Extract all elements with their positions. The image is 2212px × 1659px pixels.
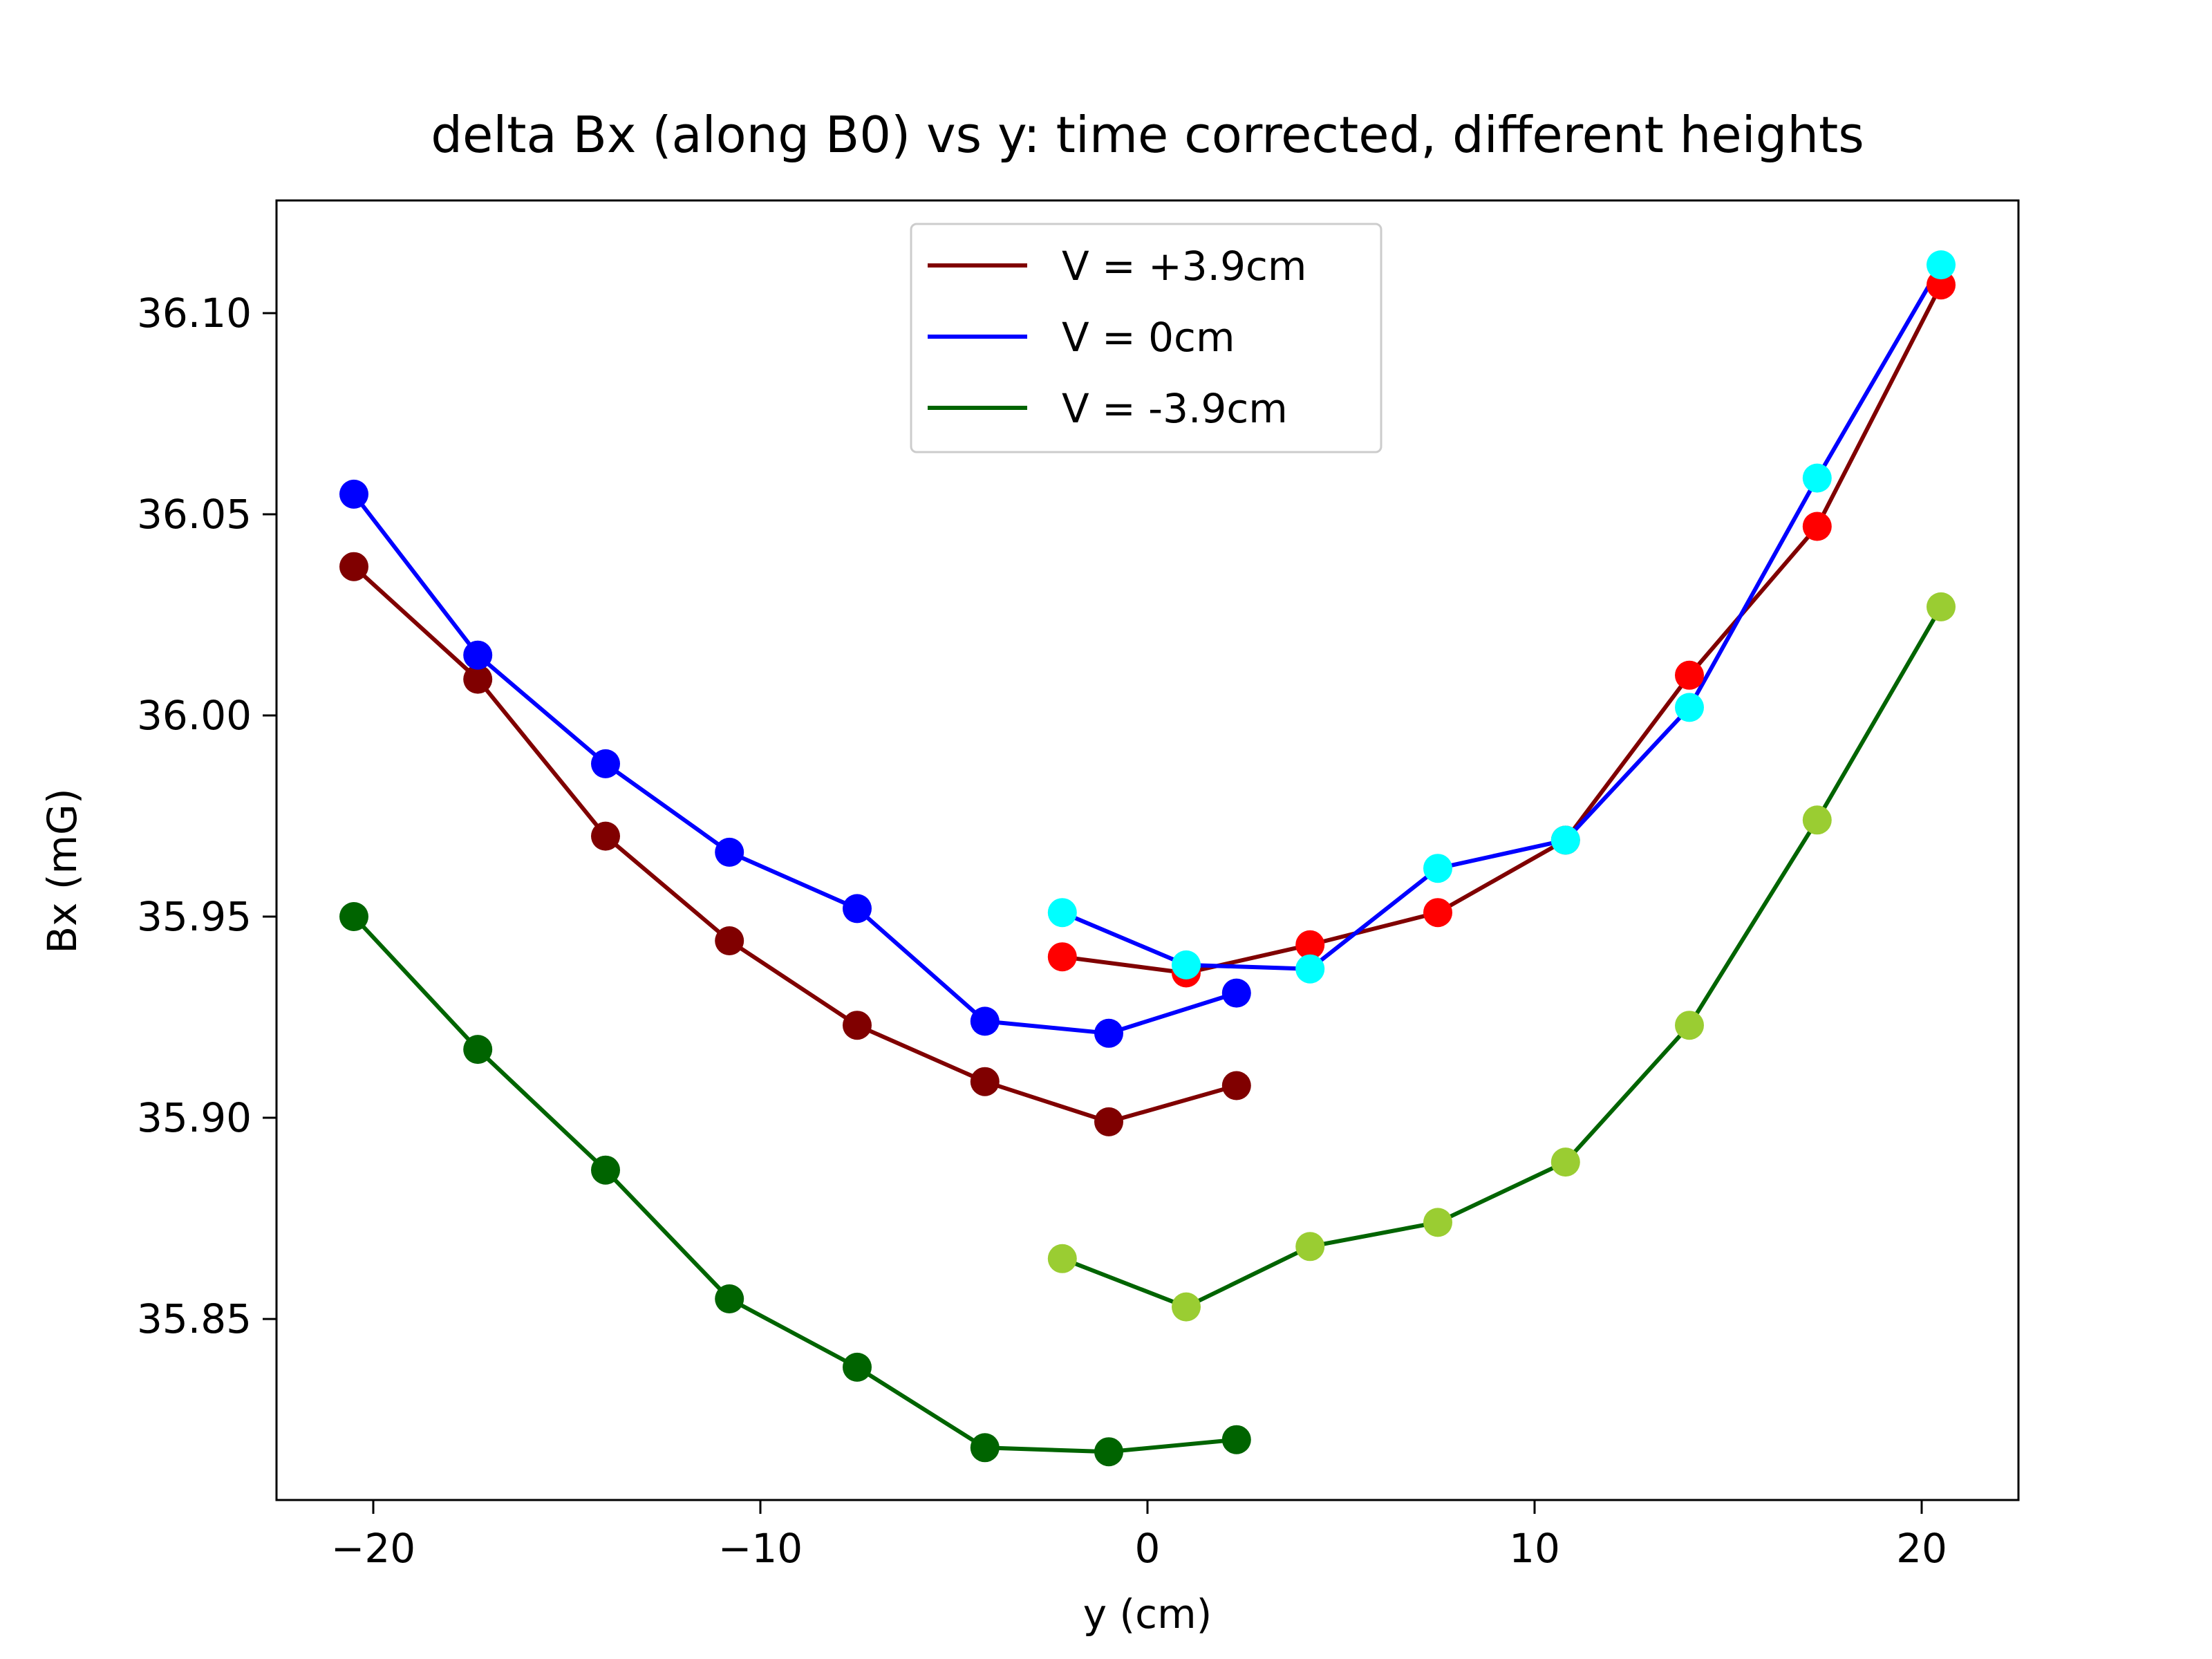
series-2-point <box>970 1433 1000 1463</box>
series-1-point <box>1550 825 1580 855</box>
series-1-point <box>339 479 368 509</box>
x-tick-label: 0 <box>1135 1525 1161 1572</box>
series-2-point <box>715 1284 744 1313</box>
series-1-line-1 <box>1061 263 1943 971</box>
series-0-point <box>1927 270 1956 300</box>
x-axis-label: y (cm) <box>1083 1591 1212 1638</box>
series-0-point <box>843 1011 872 1040</box>
series-2-point <box>1094 1437 1123 1467</box>
x-tick-label: −10 <box>718 1525 803 1572</box>
series-2-point <box>339 902 368 931</box>
y-axis-label: Bx (mG) <box>39 788 86 953</box>
y-tick-label: 36.05 <box>137 491 252 538</box>
y-tick-label: 35.95 <box>137 893 252 940</box>
series-0-point <box>1295 930 1325 959</box>
series-1-point <box>1295 954 1325 984</box>
legend-label: V = -3.9cm <box>1062 385 1288 432</box>
legend-label: V = +3.9cm <box>1062 243 1306 290</box>
y-tick-label: 36.10 <box>137 290 252 337</box>
series-2-line-0 <box>352 915 1237 1454</box>
series-2-point <box>1675 1011 1704 1040</box>
series-1-point <box>591 749 620 778</box>
series-1-point <box>1047 898 1077 928</box>
series-2-point <box>1927 592 1956 621</box>
y-tick-label: 35.90 <box>137 1094 252 1141</box>
series-2-point <box>591 1155 620 1185</box>
series-1-line-0 <box>352 493 1237 1035</box>
series-0-point <box>970 1067 1000 1096</box>
series-1-point <box>843 894 872 924</box>
legend-label: V = 0cm <box>1062 314 1235 361</box>
series-1-point <box>1675 693 1704 722</box>
series-2-line-1 <box>1061 606 1943 1309</box>
series-0-point <box>1221 1071 1251 1100</box>
series-0-point <box>715 926 744 955</box>
plot-area <box>339 250 1956 1467</box>
series-0-point <box>1094 1107 1123 1136</box>
series-0-point <box>463 664 493 694</box>
x-tick-label: 20 <box>1896 1525 1947 1572</box>
series-2-point <box>1172 1292 1201 1322</box>
series-1-point <box>463 640 493 670</box>
series-2-point <box>843 1352 872 1382</box>
x-tick-label: 10 <box>1509 1525 1560 1572</box>
series-1-point <box>1221 978 1251 1008</box>
series-0-line-0 <box>352 565 1237 1124</box>
series-0-point <box>339 552 368 581</box>
series-2-point <box>1221 1425 1251 1454</box>
series-0-point <box>1675 660 1704 690</box>
series-2-point <box>1047 1244 1077 1273</box>
legend-box <box>910 223 1382 453</box>
legend: V = +3.9cm V = 0cm V = -3.9cm <box>910 223 1382 453</box>
series-1-point <box>1172 950 1201 980</box>
series-2-point <box>1295 1232 1325 1262</box>
series-0-point <box>1423 898 1452 928</box>
series-1-point <box>970 1006 1000 1036</box>
series-0-point <box>1047 942 1077 972</box>
x-tick-label: −20 <box>331 1525 415 1572</box>
series-1-point <box>715 837 744 867</box>
series-1-point <box>1094 1018 1123 1048</box>
series-0-line-1 <box>1062 283 1943 975</box>
series-1-point <box>1927 250 1956 280</box>
series-1-point <box>1802 463 1832 493</box>
series-0-point <box>1802 512 1832 541</box>
series-1-point <box>1423 854 1452 883</box>
series-0-point <box>591 821 620 851</box>
series-2-point <box>1802 805 1832 835</box>
y-tick-label: 35.85 <box>137 1295 252 1342</box>
series-2-point <box>1550 1147 1580 1177</box>
axes: −20 −10 0 10 20 35.85 35.90 35.95 36.00 36.05 36.1… <box>137 199 2020 1572</box>
series-2-point <box>1423 1208 1452 1237</box>
y-tick-label: 36.00 <box>137 692 252 739</box>
chart-title: delta Bx (along B0) vs y: time corrected… <box>431 106 1864 164</box>
series-2-point <box>463 1035 493 1065</box>
